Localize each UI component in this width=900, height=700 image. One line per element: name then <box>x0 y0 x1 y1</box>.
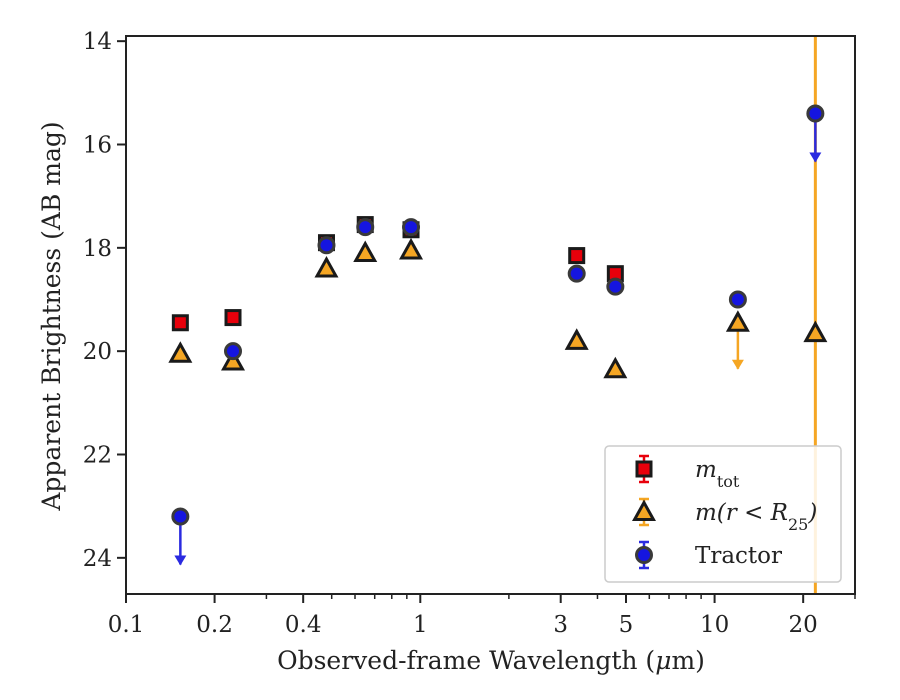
y-tick-label: 22 <box>83 443 112 469</box>
axes-frame <box>125 35 856 595</box>
mtot-point <box>224 309 242 327</box>
mr25-point <box>399 237 424 260</box>
tractor-point <box>224 342 243 361</box>
y-tick-label: 20 <box>83 339 112 365</box>
tractor-point <box>317 236 336 255</box>
upper-limit-arrow-head <box>174 555 187 566</box>
x-tick-label: 10 <box>700 612 729 638</box>
tractor-point <box>567 264 586 283</box>
y-tick-label: 16 <box>83 133 112 159</box>
y-tick-label: 18 <box>83 236 112 262</box>
legend-box <box>604 445 842 583</box>
tractor-point <box>402 218 421 237</box>
legend-label: Tractor <box>695 543 782 569</box>
x-tick-label: 3 <box>553 612 568 638</box>
tractor-point <box>356 218 375 237</box>
x-tick-label: 20 <box>789 612 818 638</box>
mr25-point <box>803 320 828 343</box>
axes: 14 16 18 20 22 24 0.1 0.2 0.4 1 3 5 10 20 <box>83 29 856 638</box>
x-tick-label: 0.4 <box>285 612 322 638</box>
mr25-point <box>725 310 750 332</box>
mr25-point <box>314 255 339 278</box>
legend-label: m(r < R25) <box>695 500 817 534</box>
tractor-point <box>806 104 825 123</box>
legend-marker-circle <box>635 546 653 564</box>
mtot-point <box>568 247 586 265</box>
plot-area <box>168 36 828 594</box>
x-tick-label: 1 <box>413 612 428 638</box>
y-tick-label: 14 <box>83 29 112 55</box>
y-tick-label: 24 <box>83 546 112 572</box>
tractor-point <box>606 277 625 296</box>
x-tick-label: 0.1 <box>108 612 145 638</box>
y-axis-title: Apparent Brightness (AB mag) <box>37 121 66 511</box>
mr25-point <box>564 328 589 350</box>
mr25-point <box>221 348 246 371</box>
mr25-point <box>353 240 378 263</box>
x-tick-label: 0.2 <box>196 612 233 638</box>
legend-label: mtot <box>695 457 740 491</box>
x-axis-title: Observed-frame Wavelength (μm) <box>277 646 705 675</box>
tractor-point <box>728 290 747 309</box>
upper-limit-arrow-head <box>809 152 822 163</box>
upper-limit-arrow-head <box>731 359 744 370</box>
legend-marker-triangle <box>632 499 656 522</box>
mr25-point <box>168 341 193 363</box>
tractor-point <box>171 507 190 526</box>
mr25-point <box>603 356 628 379</box>
x-tick-label: 5 <box>619 612 634 638</box>
mtot-point <box>171 314 189 332</box>
legend-marker-square <box>635 460 653 478</box>
legend: mtot m(r < R25) Tractor <box>604 445 842 583</box>
